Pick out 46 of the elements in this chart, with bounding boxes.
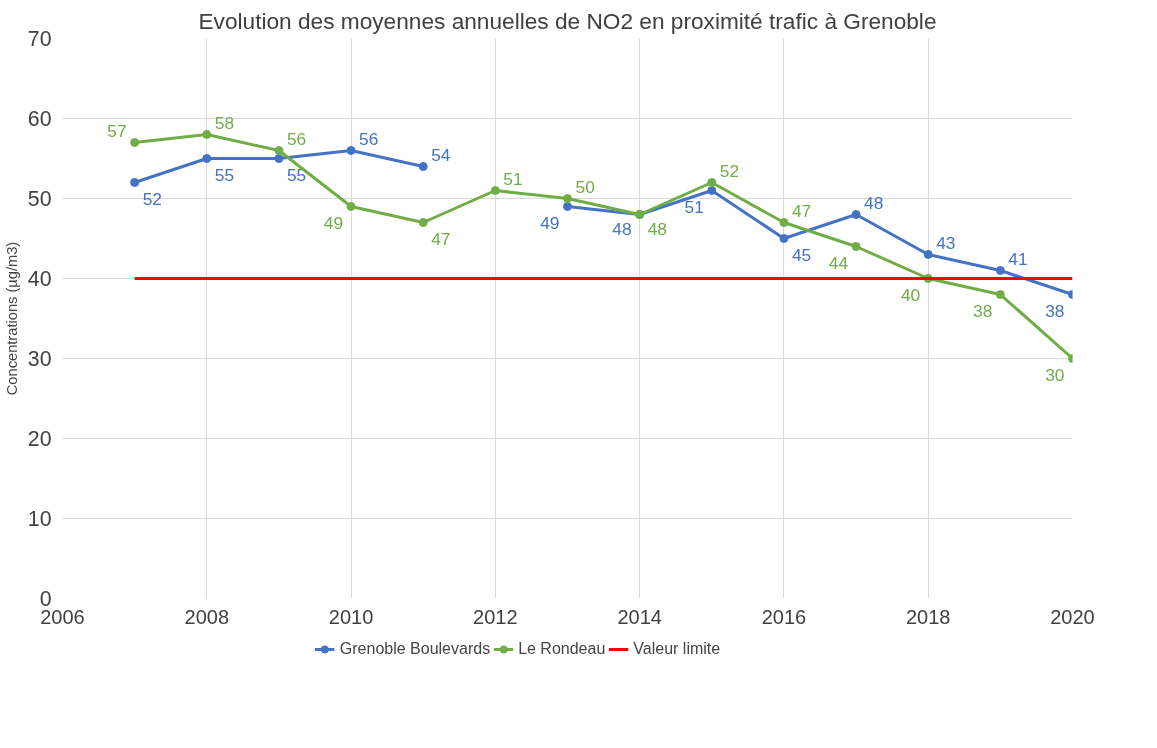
x-tick-label: 2018: [905, 605, 951, 628]
data-label: 52: [142, 188, 162, 209]
y-tick-label: 70: [27, 27, 52, 51]
data-label: 48: [864, 192, 884, 213]
data-label: 56: [359, 128, 379, 149]
x-tick-label: 2012: [473, 605, 518, 628]
data-label: 49: [323, 212, 344, 233]
y-axis-title: Concentrations (µg/m3): [3, 241, 20, 396]
y-tick-label: 20: [27, 427, 52, 451]
data-label: 40: [900, 284, 921, 305]
data-label: 56: [286, 128, 307, 149]
y-tick-label: 10: [27, 507, 52, 531]
data-label: 44: [828, 252, 849, 273]
legend-label: Grenoble Boulevards: [339, 639, 491, 658]
legend-label: Le Rondeau: [518, 639, 606, 658]
data-label: 38: [973, 300, 993, 321]
data-label: 52: [719, 160, 740, 181]
chart-title: Evolution des moyennes annuelles de NO2 en proximité trafic à Grenoble: [198, 7, 937, 34]
data-label: 55: [286, 164, 307, 185]
y-tick-label: 40: [27, 267, 52, 291]
data-label: 48: [647, 218, 667, 239]
y-tick-label: 30: [27, 347, 52, 371]
data-label: 55: [214, 164, 235, 185]
data-label: 41: [1008, 248, 1028, 269]
data-label: 38: [1045, 300, 1065, 321]
data-label: 51: [503, 168, 523, 189]
x-tick-label: 2020: [1050, 605, 1095, 628]
x-tick-label: 2016: [761, 605, 807, 628]
data-label: 47: [791, 200, 812, 221]
data-label: 57: [107, 120, 127, 141]
y-tick-label: 60: [27, 107, 52, 131]
data-label: 43: [936, 232, 956, 253]
x-tick-label: 2014: [617, 605, 662, 628]
data-label: 58: [214, 112, 235, 133]
x-tick-label: 2010: [328, 605, 374, 628]
legend-label: Valeur limite: [633, 639, 721, 658]
y-tick-label: 50: [27, 187, 52, 211]
data-label: 48: [612, 218, 632, 239]
data-label: 30: [1045, 364, 1065, 385]
data-label: 51: [684, 196, 704, 217]
x-tick-label: 2008: [184, 605, 230, 628]
data-label: 54: [431, 144, 451, 165]
data-label: 49: [540, 212, 560, 233]
data-label: 50: [575, 176, 595, 197]
data-label: 47: [431, 228, 451, 249]
data-label: 45: [791, 244, 812, 265]
